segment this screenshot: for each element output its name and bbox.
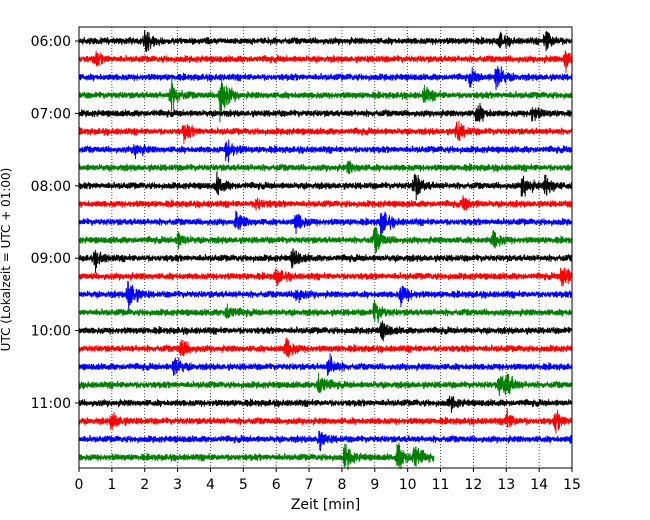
seismic-trace bbox=[78, 120, 573, 144]
seismic-trace bbox=[78, 29, 573, 53]
seismic-trace bbox=[78, 195, 573, 211]
seismic-trace bbox=[78, 66, 573, 91]
traces bbox=[78, 29, 573, 470]
x-tick-label: 9 bbox=[370, 477, 379, 493]
seismic-trace bbox=[78, 77, 573, 123]
seismic-trace bbox=[78, 299, 573, 324]
x-tick-label: 2 bbox=[140, 477, 149, 493]
y-axis-label: UTC (Lokalzeit = UTC + 01:00) bbox=[0, 168, 13, 352]
y-axis-ticks: 06:00 07:00 08:00 09:00 10:00 11:00 bbox=[31, 34, 79, 412]
seismic-trace bbox=[78, 267, 573, 287]
seismic-trace bbox=[78, 442, 435, 470]
y-tick-label: 07:00 bbox=[31, 106, 71, 122]
x-axis-ticks: 0 1 2 3 4 5 6 7 8 9 10 11 12 13 14 15 bbox=[75, 468, 581, 493]
x-tick-label: 13 bbox=[497, 477, 515, 493]
x-axis-label: Zeit [min] bbox=[291, 497, 360, 513]
x-tick-label: 10 bbox=[399, 477, 417, 493]
y-tick-label: 08:00 bbox=[31, 179, 71, 195]
x-tick-label: 15 bbox=[563, 477, 581, 493]
seismic-trace bbox=[78, 160, 573, 174]
x-tick-label: 4 bbox=[206, 477, 215, 493]
seismic-trace bbox=[78, 395, 573, 413]
y-tick-label: 11:00 bbox=[31, 396, 71, 412]
x-tick-label: 6 bbox=[272, 477, 281, 493]
seismic-trace bbox=[78, 320, 573, 342]
seismic-trace bbox=[78, 50, 573, 73]
x-tick-label: 0 bbox=[75, 477, 84, 493]
x-tick-label: 8 bbox=[337, 477, 346, 493]
seismic-trace bbox=[78, 210, 573, 238]
seismic-trace bbox=[78, 248, 573, 273]
seismic-trace bbox=[78, 103, 573, 122]
y-tick-label: 10:00 bbox=[31, 324, 71, 340]
x-tick-label: 14 bbox=[530, 477, 548, 493]
plot-frame bbox=[78, 26, 573, 469]
seismic-trace bbox=[78, 171, 573, 201]
x-tick-label: 3 bbox=[173, 477, 182, 493]
seismic-trace bbox=[78, 408, 573, 434]
x-tick-label: 1 bbox=[107, 477, 116, 493]
x-tick-label: 11 bbox=[432, 477, 450, 493]
seismic-trace bbox=[78, 139, 573, 163]
seismic-trace bbox=[78, 337, 573, 358]
y-tick-label: 06:00 bbox=[31, 34, 71, 50]
seismic-trace bbox=[78, 372, 573, 396]
x-tick-label: 12 bbox=[464, 477, 482, 493]
x-tick-label: 5 bbox=[239, 477, 248, 493]
y-tick-label: 09:00 bbox=[31, 251, 71, 267]
seismic-trace bbox=[78, 226, 573, 254]
seismic-trace bbox=[78, 280, 573, 310]
x-tick-label: 7 bbox=[305, 477, 314, 493]
seismic-trace bbox=[78, 353, 573, 376]
seismic-trace bbox=[78, 430, 573, 452]
